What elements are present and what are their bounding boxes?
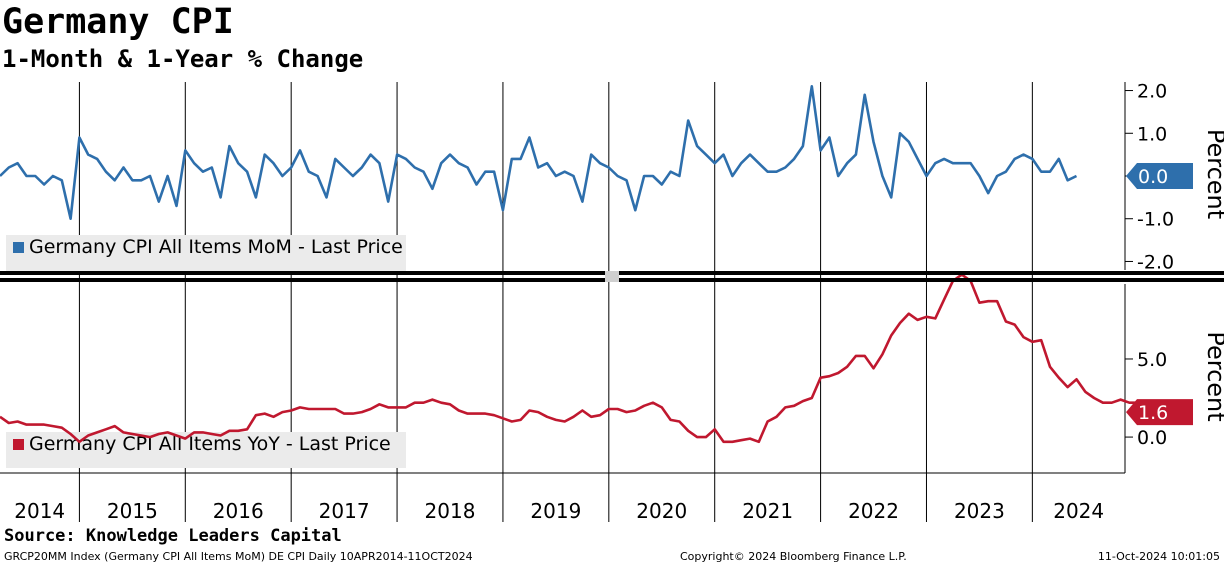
x-tick-label: 2014: [14, 499, 65, 523]
legend-box: [6, 432, 406, 468]
series-line: [0, 85, 1078, 220]
x-tick-label: 2021: [742, 499, 793, 523]
footer-timestamp: 11-Oct-2024 10:01:05: [1097, 550, 1220, 563]
x-tick-label: 2023: [954, 499, 1005, 523]
y-tick-label: 1.0: [1137, 123, 1167, 145]
footer-index-info: GRCP20MM Index (Germany CPI All Items Mo…: [4, 550, 473, 563]
chart-subtitle: 1-Month & 1-Year % Change: [2, 45, 364, 73]
y-tick-label: 0.0: [1137, 427, 1167, 449]
y-tick-label: 2.0: [1137, 81, 1167, 103]
y-axis-title: Percent: [1202, 129, 1224, 219]
x-tick-label: 2020: [636, 499, 687, 523]
series-line: [0, 273, 1157, 444]
x-tick-label: 2017: [319, 499, 370, 523]
x-tick-label: 2019: [530, 499, 581, 523]
panel-divider-handle: [605, 271, 619, 282]
last-value-tag: [1126, 399, 1193, 426]
x-tick-label: 2016: [213, 499, 264, 523]
last-value-tag: [1126, 163, 1193, 189]
y-tick-label: 5.0: [1137, 349, 1167, 371]
y-axis-title: Percent: [1202, 331, 1224, 421]
last-value-label: 0.0: [1138, 166, 1168, 188]
legend-swatch: [13, 242, 24, 253]
y-tick-label: -2.0: [1137, 251, 1174, 273]
footer-copyright: Copyright© 2024 Bloomberg Finance L.P.: [680, 550, 907, 563]
x-tick-label: 2024: [1053, 499, 1104, 523]
legend-box: [6, 235, 406, 271]
legend-label: Germany CPI All Items YoY - Last Price: [29, 433, 391, 455]
source-note: Source: Knowledge Leaders Capital: [4, 526, 342, 546]
x-tick-label: 2015: [107, 499, 158, 523]
legend-swatch: [13, 439, 24, 450]
legend-label: Germany CPI All Items MoM - Last Price: [29, 236, 403, 258]
x-tick-label: 2022: [848, 499, 899, 523]
last-value-label: 1.6: [1138, 402, 1168, 424]
chart-title: Germany CPI: [2, 2, 234, 42]
x-tick-label: 2018: [425, 499, 476, 523]
y-tick-label: -1.0: [1137, 209, 1174, 231]
